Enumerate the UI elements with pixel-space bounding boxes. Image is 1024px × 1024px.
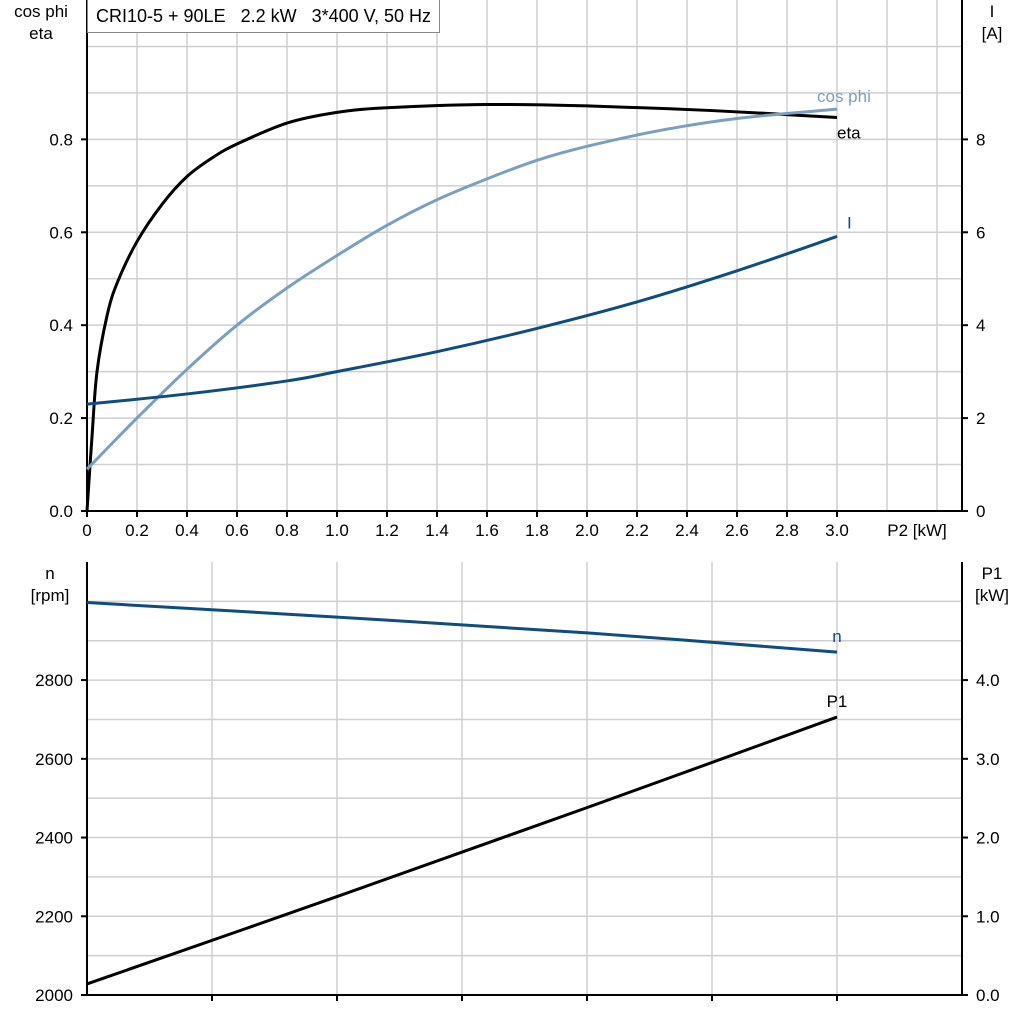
x-axis-label: P2 [kW] — [887, 521, 947, 540]
x-tick-label: 1.4 — [425, 521, 449, 540]
y-right-tick-label: 4 — [976, 316, 985, 335]
y-right-tick-label: 0.0 — [976, 986, 1000, 1005]
y-right-axis-label: [A] — [982, 24, 1003, 43]
y-left-tick-label: 2600 — [35, 750, 73, 769]
series-label-n: n — [832, 627, 841, 646]
y-left-axis-label: eta — [29, 24, 53, 43]
y-right-axis-label: P1 — [982, 564, 1003, 583]
x-tick-label: 1.0 — [325, 521, 349, 540]
x-tick-label: 1.8 — [525, 521, 549, 540]
y-right-tick-label: 0 — [976, 502, 985, 521]
y-left-axis-label: [rpm] — [31, 586, 70, 605]
y-right-tick-label: 8 — [976, 130, 985, 149]
x-tick-label: 2.6 — [725, 521, 749, 540]
x-tick-label: 2.0 — [575, 521, 599, 540]
y-left-tick-label: 0.4 — [49, 316, 73, 335]
series-line-I — [86, 235, 838, 406]
series-line-P1 — [86, 715, 838, 986]
x-tick-label: 2.4 — [675, 521, 699, 540]
x-tick-label: 2.2 — [625, 521, 649, 540]
y-left-tick-label: 2800 — [35, 671, 73, 690]
y-left-axis-label: n — [45, 564, 54, 583]
x-tick-label: 0.8 — [275, 521, 299, 540]
y-right-tick-label: 4.0 — [976, 671, 1000, 690]
y-right-axis-label: I — [990, 2, 995, 21]
y-right-tick-label: 2 — [976, 409, 985, 428]
y-left-axis-label: cos phi — [14, 2, 68, 21]
y-left-tick-label: 2400 — [35, 829, 73, 848]
x-tick-label: 3.0 — [825, 521, 849, 540]
x-tick-label: 1.2 — [375, 521, 399, 540]
y-right-tick-label: 6 — [976, 223, 985, 242]
y-right-axis-label: [kW] — [975, 586, 1009, 605]
y-left-tick-label: 0.2 — [49, 409, 73, 428]
x-tick-label: 0.6 — [225, 521, 249, 540]
y-right-tick-label: 1.0 — [976, 907, 1000, 926]
series-line-n — [86, 601, 838, 654]
y-left-tick-label: 0.6 — [49, 223, 73, 242]
y-right-tick-label: 2.0 — [976, 829, 1000, 848]
series-label-P1: P1 — [827, 692, 848, 711]
x-tick-label: 2.8 — [775, 521, 799, 540]
y-left-tick-label: 2000 — [35, 986, 73, 1005]
x-tick-label: 0.2 — [125, 521, 149, 540]
y-left-tick-label: 0.8 — [49, 130, 73, 149]
x-tick-label: 0 — [82, 521, 91, 540]
series-label-cos-phi: cos phi — [817, 87, 871, 106]
x-tick-label: 1.6 — [475, 521, 499, 540]
y-left-tick-label: 0.0 — [49, 502, 73, 521]
series-line-cos-phi — [85, 107, 838, 471]
series-line-eta — [85, 102, 838, 512]
series-label-I: I — [847, 213, 852, 232]
chart-title: CRI10-5 + 90LE 2.2 kW 3*400 V, 50 Hz — [87, 0, 441, 33]
series-label-eta: eta — [837, 124, 861, 143]
y-left-tick-label: 2200 — [35, 907, 73, 926]
x-tick-label: 0.4 — [175, 521, 199, 540]
y-right-tick-label: 3.0 — [976, 750, 1000, 769]
